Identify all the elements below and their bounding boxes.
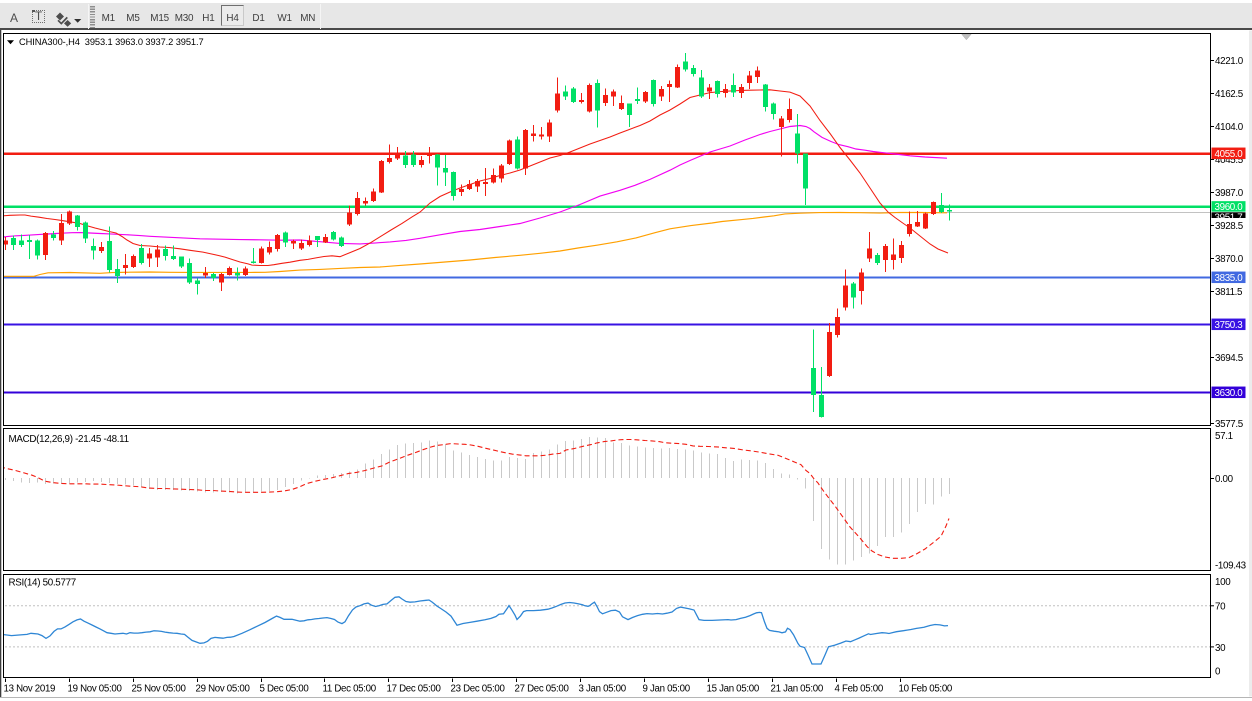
svg-text:11 Dec 05:00: 11 Dec 05:00 (323, 683, 377, 694)
svg-text:3694.5: 3694.5 (1215, 353, 1244, 364)
svg-text:4221.0: 4221.0 (1215, 56, 1244, 67)
svg-text:3987.0: 3987.0 (1215, 188, 1244, 199)
svg-text:3870.0: 3870.0 (1215, 254, 1244, 265)
svg-text:-109.43: -109.43 (1215, 561, 1247, 572)
svg-text:70: 70 (1215, 602, 1226, 613)
svg-text:3630.0: 3630.0 (1215, 388, 1244, 399)
svg-text:19 Nov 05:00: 19 Nov 05:00 (68, 683, 123, 694)
svg-text:3750.3: 3750.3 (1215, 320, 1244, 331)
svg-text:9 Jan 05:00: 9 Jan 05:00 (643, 683, 691, 694)
svg-text:17 Dec 05:00: 17 Dec 05:00 (387, 683, 442, 694)
svg-text:57.1: 57.1 (1215, 431, 1233, 442)
svg-text:25 Nov 05:00: 25 Nov 05:00 (132, 683, 187, 694)
svg-text:RSI(14) 50.5777: RSI(14) 50.5777 (9, 578, 76, 589)
svg-text:13 Nov 2019: 13 Nov 2019 (4, 683, 56, 694)
svg-text:4 Feb 05:00: 4 Feb 05:00 (835, 683, 884, 694)
svg-text:0: 0 (1215, 666, 1221, 677)
svg-text:21 Jan 05:00: 21 Jan 05:00 (771, 683, 824, 694)
svg-text:10 Feb 05:00: 10 Feb 05:00 (899, 683, 953, 694)
svg-text:23 Dec 05:00: 23 Dec 05:00 (451, 683, 506, 694)
svg-text:3835.0: 3835.0 (1215, 273, 1244, 284)
svg-text:30: 30 (1215, 643, 1226, 654)
svg-text:3811.5: 3811.5 (1215, 287, 1243, 298)
svg-text:0.00: 0.00 (1215, 474, 1234, 485)
svg-text:MACD(12,26,9) -21.45 -48.11: MACD(12,26,9) -21.45 -48.11 (9, 434, 129, 445)
svg-text:4045.5: 4045.5 (1215, 155, 1244, 166)
svg-text:27 Dec 05:00: 27 Dec 05:00 (515, 683, 570, 694)
svg-text:3951.7: 3951.7 (1215, 213, 1243, 224)
svg-text:100: 100 (1215, 577, 1231, 588)
svg-text:4104.0: 4104.0 (1215, 122, 1244, 133)
svg-text:29 Nov 05:00: 29 Nov 05:00 (196, 683, 251, 694)
svg-text:3928.5: 3928.5 (1215, 221, 1244, 232)
svg-text:15 Jan 05:00: 15 Jan 05:00 (707, 683, 760, 694)
svg-text:3960.0: 3960.0 (1215, 202, 1244, 213)
svg-text:4162.5: 4162.5 (1215, 89, 1244, 100)
svg-text:3577.5: 3577.5 (1215, 419, 1244, 430)
svg-text:4055.0: 4055.0 (1215, 149, 1244, 160)
svg-text:5 Dec 05:00: 5 Dec 05:00 (260, 683, 310, 694)
svg-text:CHINA300-,H4 3953.1 3963.0 39: CHINA300-,H4 3953.1 3963.0 3937.2 3951.7 (19, 37, 204, 47)
svg-text:3 Jan 05:00: 3 Jan 05:00 (579, 683, 627, 694)
